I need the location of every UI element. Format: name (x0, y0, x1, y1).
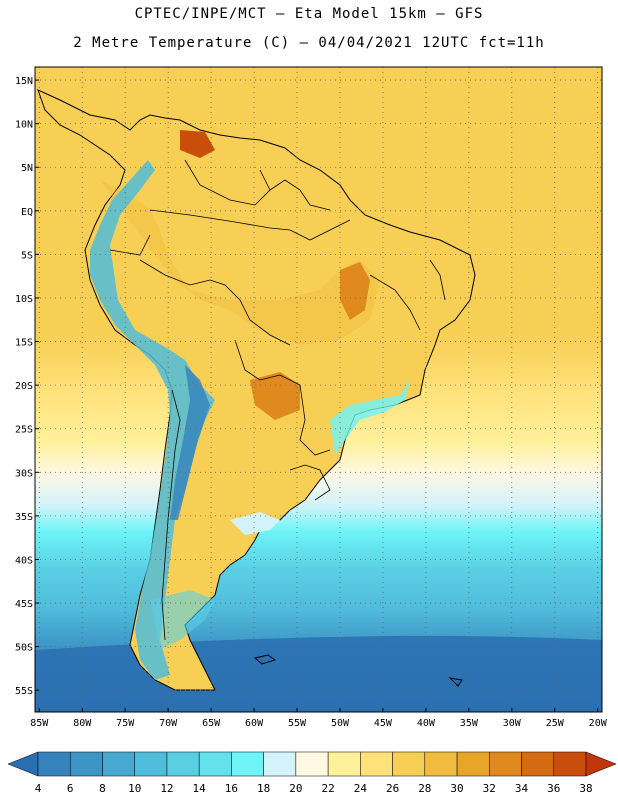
andes-coldest-core (170, 365, 210, 520)
lon-label: 35W (460, 718, 479, 729)
colorbar-swatch (231, 751, 264, 777)
falkland-islands (253, 654, 277, 665)
colorbar-tick-label: 24 (354, 782, 368, 795)
map-field (35, 67, 602, 712)
map-frame (34, 66, 603, 713)
lat-label: 20S (15, 381, 33, 392)
lat-label: 10S (15, 294, 33, 305)
lon-label: 55W (288, 718, 307, 729)
border-state-central (369, 274, 421, 331)
patagonia-cool (150, 590, 215, 650)
lat-label: 40S (15, 555, 33, 566)
colorbar-swatch (489, 751, 522, 777)
lat-label: 5N (21, 163, 33, 174)
pampas-cool (230, 512, 280, 535)
colorbar-swatch (295, 751, 329, 777)
lon-label: 80W (73, 718, 92, 729)
colorbar-swatch (521, 751, 555, 777)
colorbar-swatch (134, 751, 168, 777)
colorbar-tick-label: 36 (547, 782, 560, 795)
border-state-ne (429, 259, 446, 301)
lon-label: 75W (116, 718, 135, 729)
border-bolivia-paraguay (234, 339, 301, 386)
border-ecuador (109, 234, 151, 256)
lon-label: 40W (417, 718, 436, 729)
colorbar-arrow-high (585, 751, 617, 777)
colorbar-tick-label: 4 (35, 782, 42, 795)
lon-label: 20W (589, 718, 608, 729)
colorbar-tick-label: 8 (99, 782, 106, 795)
border-venezuela (184, 159, 271, 206)
colorbar-tick-label: 26 (386, 782, 399, 795)
lon-label: 85W (30, 718, 49, 729)
longitude-labels: 85W 80W 75W 70W 65W 60W 55W 50W 45W 40W 35W 30W 25W 2… (30, 708, 608, 729)
colorbar-tick-label: 18 (257, 782, 270, 795)
border-amazon-north (149, 209, 351, 241)
lat-label: 10N (15, 120, 33, 131)
colorbar-swatch (456, 751, 490, 777)
lon-label: 45W (374, 718, 393, 729)
colorbar-tick-label: 38 (579, 782, 592, 795)
lon-label: 50W (331, 718, 350, 729)
lat-label: 55S (15, 686, 33, 697)
lat-label: 25S (15, 425, 33, 436)
colorbar-swatch (166, 751, 200, 777)
colorbar-tick-label: 10 (128, 782, 141, 795)
lon-label: 65W (202, 718, 221, 729)
lon-label: 25W (546, 718, 565, 729)
colorbar-swatch (198, 751, 232, 777)
colorbar-swatch (553, 751, 587, 777)
lat-label: 15S (15, 338, 33, 349)
colorbar-swatch (327, 751, 361, 777)
latitude-labels: 15N 10N 5N EQ 5S 10S 15S 20S 25S 30S 35S 40S 45S 50S 5… (15, 76, 39, 697)
border-guianas (269, 179, 331, 211)
colorbar-swatch (102, 751, 135, 777)
border-paraguay-argentina (299, 384, 331, 456)
lat-label: 30S (15, 468, 33, 479)
lat-label: 45S (15, 599, 33, 610)
hot-spot-tocantins (340, 262, 370, 320)
lon-label: 70W (159, 718, 178, 729)
colorbar-tick-label: 6 (67, 782, 74, 795)
lat-label: 50S (15, 643, 33, 654)
lat-label: EQ (21, 207, 33, 218)
colorbar-tick-label: 16 (225, 782, 238, 795)
hot-spot-venezuela (180, 130, 215, 158)
colorbar-labels: 4 6 8 10 12 14 16 18 20 22 24 26 28 30 32 34 36 38 (35, 782, 593, 795)
country-borders (109, 159, 446, 641)
south-georgia (448, 677, 463, 687)
colorbar-tick-label: 34 (515, 782, 529, 795)
colorbar-swatch (263, 751, 297, 777)
warm-interior (100, 180, 380, 345)
colorbar-tick-label: 14 (193, 782, 207, 795)
title-line-1: CPTEC/INPE/MCT – Eta Model 15km – GFS (134, 6, 484, 22)
border-peru-bolivia (139, 259, 291, 346)
colorbar-tick-label: 20 (289, 782, 302, 795)
colorbar-tick-label: 12 (160, 782, 173, 795)
lon-label: 30W (503, 718, 522, 729)
colorbar-swatch (37, 751, 71, 777)
se-brazil-cool (330, 380, 410, 455)
colorbar-tick-label: 32 (483, 782, 496, 795)
colorbar-tick-label: 22 (321, 782, 334, 795)
colorbar (7, 751, 617, 777)
lat-label: 35S (15, 512, 33, 523)
colorbar-swatch (424, 751, 458, 777)
colorbar-tick-label: 30 (450, 782, 463, 795)
lat-label: 15N (15, 76, 33, 87)
colorbar-swatch (69, 751, 103, 777)
colorbar-swatch (392, 751, 426, 777)
title-line-2: 2 Metre Temperature (C) – 04/04/2021 12U… (73, 35, 545, 51)
border-chile-argentina (161, 389, 181, 641)
lon-label: 60W (245, 718, 264, 729)
colorbar-swatch (360, 751, 393, 777)
colorbar-tick-label: 28 (418, 782, 431, 795)
cold-ocean-band (35, 635, 602, 712)
colorbar-arrow-low (7, 751, 39, 777)
border-uruguay (289, 464, 331, 501)
lat-label: 5S (21, 250, 33, 261)
hot-spot-chaco (250, 372, 300, 420)
